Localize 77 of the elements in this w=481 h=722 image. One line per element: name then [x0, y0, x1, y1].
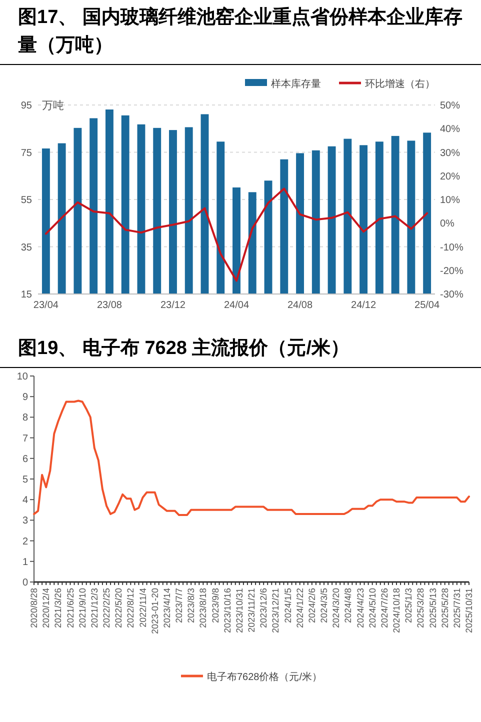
x-tick-label: 2023/4/14: [162, 588, 172, 628]
y-tick-label: 3: [22, 516, 28, 527]
y-tick-label: 10: [16, 372, 28, 382]
x-tick-label: 2025/3/28: [416, 588, 426, 628]
x-tick-label: 2023/11/21: [246, 588, 256, 632]
x-tick-label: 2023/12/21: [270, 588, 281, 634]
legend-label: 环比增速（右）: [365, 78, 435, 90]
x-tick-label: 2021/6/25: [65, 588, 76, 628]
y-tick-label: 95: [20, 100, 32, 112]
line-series: [44, 188, 428, 282]
y2-tick-label: 20%: [440, 171, 460, 182]
x-tick-label: 2025/7/31: [452, 588, 462, 628]
x-tick-label: 2021/3/26: [53, 588, 64, 628]
y-tick-label: 15: [20, 290, 32, 300]
y2-tick-label: -10%: [440, 242, 464, 254]
legend-label: 样本库存量: [271, 78, 321, 90]
y2-tick-label: -30%: [440, 290, 464, 300]
y2-tick-label: 10%: [440, 195, 460, 206]
x-tick-label: 2024/3/5: [319, 588, 329, 624]
y2-tick-label: 30%: [440, 148, 460, 159]
x-tick-label: 2024/4/23: [355, 588, 366, 628]
y2-tick-label: 40%: [440, 124, 460, 136]
y-tick-label: 6: [22, 454, 28, 465]
y-tick-label: 35: [20, 242, 32, 254]
x-tick-label: 23/12: [160, 300, 186, 311]
x-tick-label: 2023/7/7: [174, 588, 184, 624]
y-tick-label: 1: [22, 556, 28, 568]
x-tick-label: 24/04: [224, 300, 250, 311]
y-tick-label: 55: [20, 195, 32, 206]
y-tick-label: 9: [22, 392, 28, 404]
y-tick-label: 0: [22, 578, 28, 588]
y-axis-title: 万吨: [42, 99, 64, 112]
legend-label: 电子布7628价格（元/米）: [206, 671, 322, 683]
y-tick-label: 75: [20, 148, 32, 159]
x-tick-label: 2023/10/16: [222, 588, 232, 634]
x-tick-label: 2024/1/5: [282, 588, 293, 624]
x-tick-label: 2025/10/31: [464, 588, 474, 634]
x-tick-label: 2024/5/10: [367, 588, 378, 628]
x-tick-label: 2025/5/28: [440, 588, 450, 628]
x-tick-label: 2020/12/4: [41, 588, 52, 628]
y2-tick-label: -20%: [440, 266, 464, 277]
x-tick-label: 2024/10/18: [392, 588, 402, 634]
x-tick-label: 23/04: [33, 300, 59, 311]
y-tick-label: 2: [22, 536, 28, 548]
x-tick-label: 2024/7/26: [379, 588, 390, 628]
x-tick-label: 2024/2/6: [306, 588, 317, 624]
x-tick-label: 2023-01-20: [150, 588, 160, 634]
x-tick-label: 2022/2/25: [102, 588, 112, 628]
x-tick-label: 2022/5/20: [114, 588, 124, 628]
x-tick-label: 2023/12/6: [258, 588, 269, 628]
x-tick-label: 2024/3/20: [331, 588, 342, 628]
x-tick-label: 2021/12/3: [89, 588, 100, 628]
x-tick-label: 25/04: [414, 300, 440, 311]
x-tick-label: 2025/5/13: [428, 588, 438, 628]
x-tick-label: 2023/10/31: [234, 588, 244, 634]
y-tick-label: 4: [22, 495, 28, 506]
chart-title: 图17、 国内玻璃纤维池窑企业重点省份样本企业库存量（万吨）: [0, 0, 481, 65]
y2-tick-label: 50%: [440, 100, 460, 112]
x-tick-label: 2022/8/12: [126, 588, 136, 628]
x-tick-label: 2022/11/4: [138, 588, 148, 628]
x-tick-label: 2023/8/18: [198, 588, 208, 628]
x-tick-label: 2024/4/8: [343, 588, 354, 624]
x-tick-label: 23/08: [96, 300, 122, 311]
x-tick-label: 24/12: [351, 300, 376, 311]
x-tick-label: 2021/9/10: [77, 588, 88, 628]
x-tick-label: 2025/1/3: [404, 588, 414, 624]
x-tick-label: 2024/1/22: [294, 588, 305, 628]
y-tick-label: 8: [22, 412, 28, 424]
x-tick-label: 24/08: [288, 300, 313, 311]
y-tick-label: 7: [22, 433, 28, 444]
x-tick-label: 2023/8/3: [186, 588, 196, 624]
y2-tick-label: 0%: [440, 218, 455, 230]
x-tick-label: 2023/9/8: [210, 588, 220, 624]
chart-title: 图19、 电子布 7628 主流报价（元/米）: [0, 331, 481, 368]
line-series: [33, 400, 470, 516]
x-tick-label: 2020/8/28: [29, 588, 39, 628]
y-tick-label: 5: [22, 474, 28, 486]
